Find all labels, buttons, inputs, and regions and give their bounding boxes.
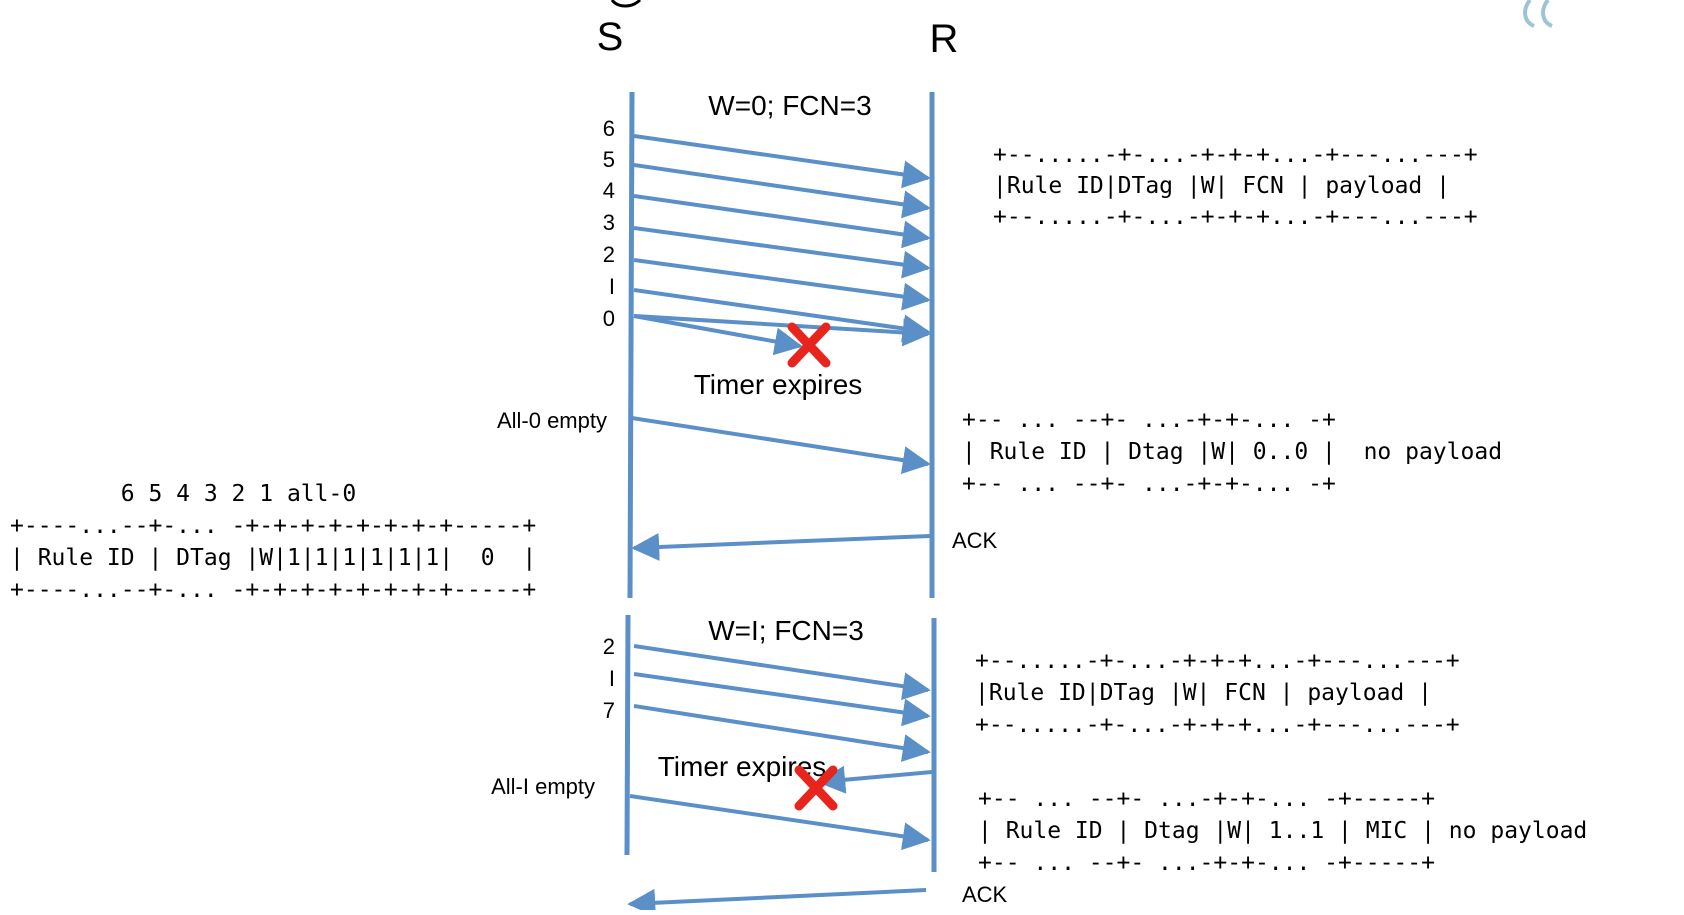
sender-lifeline-upper [627,91,635,599]
window0-frame-format: +--.....-+-...-+-+-+...-+---...---+ |Rul… [993,142,1478,230]
fragment-arrow-2 [633,644,931,701]
frame-format-line: 6 5 4 3 2 1 all-0 [10,481,356,507]
all0-frame-format: +-- ... --+- ...-+-+-... -+ | Rule ID | … [962,407,1502,497]
frame-format-line: +-- ... --+- ...-+-+-... -+-----+ [978,786,1435,812]
window0-fcn-labels: 6 5 4 3 2 I 0 [603,116,615,331]
fcn-label: 7 [603,698,615,723]
frame-format-line: +----...--+-... -+-+-+-+-+-+-+-+-----+ [10,513,536,539]
window1-fragment-arrows [633,644,933,794]
fcn-label: 2 [603,634,615,659]
receiver-label: R [930,17,959,61]
fcn-label: 0 [603,306,615,331]
fcn-label: 4 [603,178,615,203]
frame-format-line: |Rule ID|DTag |W| FCN | payload | [993,173,1450,199]
fragment-arrow-0 [633,314,931,347]
timer-expires-label: Timer expires [694,369,863,400]
ack1-arrow [627,888,927,915]
loss-cross-icon [794,765,838,811]
fragment-arrow-6 [633,134,931,189]
frame-format-line: +-- ... --+- ...-+-+-... -+ [962,471,1336,497]
lifelines [624,91,937,872]
lost-ack-arrow [817,765,933,794]
frame-format-line: |Rule ID|DTag |W| FCN | payload | [975,680,1432,706]
fragment-arrow-4 [633,194,931,249]
bitmap-ack-format: 6 5 4 3 2 1 all-0 +----...--+-... -+-+-+… [10,481,536,603]
frame-format-line: +--.....-+-...-+-+-+...-+---...---+ [975,712,1460,738]
frame-format-line: +--.....-+-...-+-+-+...-+---...---+ [993,204,1478,230]
fragment-arrow-3 [633,226,931,279]
fcn-label: I [609,666,615,691]
sender-lifeline-lower [624,614,631,856]
frame-format-line: | Rule ID | Dtag |W| 1..1 | MIC | no pay… [978,818,1587,844]
loss-cross-icon [787,322,831,368]
window1-fcn-labels: 2 I 7 [603,634,615,723]
frame-format-line: | Rule ID | Dtag |W| 0..0 | no payload [962,439,1502,465]
all0-arrow [631,416,931,474]
window1-frame-format: +--.....-+-...-+-+-+...-+---...---+ |Rul… [975,648,1460,738]
fragment-arrow-5 [633,163,931,219]
window0-title: W=0; FCN=3 [708,90,871,121]
ack0-arrow [631,532,931,561]
fcn-label: I [609,274,615,299]
window1-title: W=I; FCN=3 [708,615,864,646]
top-fragment-decoration [610,0,642,8]
fragment-arrow-1 [633,288,931,343]
frame-format-line: +--.....-+-...-+-+-+...-+---...---+ [975,648,1460,674]
corner-decoration-icon [1523,0,1553,28]
fragment-arrow-1 [633,672,931,727]
ack0-label: ACK [952,528,998,553]
window0-fragment-arrows [633,134,931,356]
frame-format-line: +--.....-+-...-+-+-+...-+---...---+ [993,142,1478,168]
fragment-arrow-2 [633,258,931,311]
fcn-label: 5 [603,147,615,172]
all1-empty-label: All-I empty [491,774,595,799]
ack1-label: ACK [962,882,1008,907]
fcn-label: 6 [603,116,615,141]
sender-label: S [597,15,624,59]
fragment-arrow-7 [633,704,931,762]
frame-format-line: | Rule ID | DTag |W|1|1|1|1|1|1| 0 | [10,545,536,571]
frame-format-line: +-- ... --+- ...-+-+-... -+-----+ [978,850,1435,876]
fcn-label: 3 [603,210,615,235]
lost-fragment-arrow [633,314,803,356]
all1-arrow [629,794,931,851]
all0-empty-label: All-0 empty [497,408,607,433]
fcn-label: 2 [603,242,615,267]
frame-format-line: +----...--+-... -+-+-+-+-+-+-+-+-----+ [10,577,536,603]
all1-frame-format: +-- ... --+- ...-+-+-... -+-----+ | Rule… [978,786,1587,876]
frame-format-line: +-- ... --+- ...-+-+-... -+ [962,407,1336,433]
